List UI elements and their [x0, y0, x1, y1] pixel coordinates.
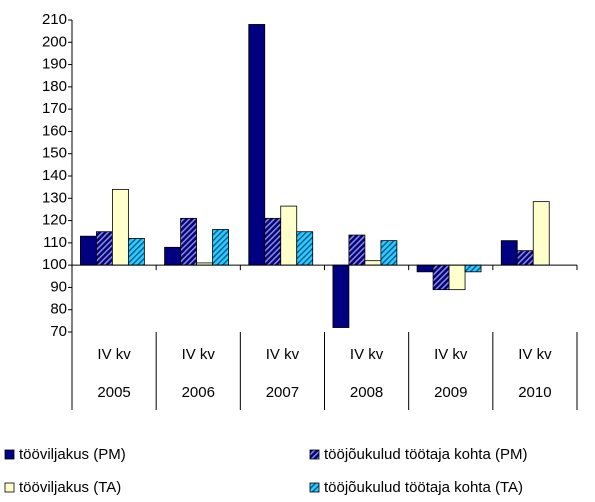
bar — [380, 240, 398, 266]
bar — [112, 188, 129, 266]
legend-swatch — [309, 449, 320, 460]
bar — [264, 217, 282, 266]
x-tick-label: IV kv — [182, 346, 216, 363]
y-tick-label: 210 — [42, 11, 67, 28]
legend-swatch — [4, 449, 15, 460]
y-tick-label: 170 — [42, 100, 67, 117]
x-group-label: 2005 — [97, 384, 130, 401]
x-tick-label: IV kv — [434, 346, 468, 363]
legend-label: tööjõukulud töötaja kohta (TA) — [324, 479, 523, 496]
bar — [164, 246, 181, 266]
y-tick-label: 120 — [42, 212, 67, 229]
bar — [364, 260, 382, 266]
bar — [296, 231, 314, 266]
bar — [212, 229, 229, 266]
y-tick-label: 140 — [42, 167, 67, 184]
y-tick-label: 130 — [42, 189, 67, 206]
x-group-label: 2008 — [350, 384, 383, 401]
bar — [332, 264, 350, 328]
x-tick-label: IV kv — [266, 346, 300, 363]
y-tick-label: 180 — [42, 78, 67, 95]
x-group-label: 2009 — [434, 384, 467, 401]
bar — [532, 201, 550, 266]
legend-label: tööjõukulud töötaja kohta (PM) — [324, 446, 527, 463]
x-group-label: 2007 — [266, 384, 299, 401]
bar — [280, 205, 298, 266]
bar — [516, 250, 534, 266]
x-tick-label: IV kv — [518, 346, 552, 363]
bar — [416, 264, 434, 273]
y-tick-label: 160 — [42, 122, 67, 139]
legend-label: tööviljakus (TA) — [19, 479, 121, 496]
bar — [180, 217, 197, 266]
y-tick-label: 150 — [42, 145, 67, 162]
legend-swatch — [309, 482, 320, 493]
x-tick-label: IV kv — [97, 346, 131, 363]
bar — [96, 231, 113, 266]
x-tick-label: IV kv — [350, 346, 384, 363]
y-tick-label: 110 — [43, 234, 67, 251]
legend-label: tööviljakus (PM) — [19, 446, 126, 463]
y-tick-label: 190 — [42, 56, 67, 73]
bar — [464, 264, 482, 273]
x-group-label: 2006 — [182, 384, 215, 401]
x-group-label: 2010 — [518, 384, 551, 401]
y-tick-label: 80 — [50, 301, 67, 318]
bar — [348, 234, 366, 266]
bar — [432, 264, 450, 291]
bar — [500, 240, 518, 266]
bar — [448, 264, 466, 291]
bar — [80, 235, 97, 266]
legend-swatch — [4, 482, 15, 493]
bar — [127, 237, 145, 266]
y-tick-label: 200 — [42, 33, 67, 50]
y-tick-label: 100 — [42, 256, 67, 273]
y-tick-label: 90 — [50, 278, 67, 295]
bar — [248, 24, 266, 266]
y-tick-label: 70 — [50, 323, 67, 340]
